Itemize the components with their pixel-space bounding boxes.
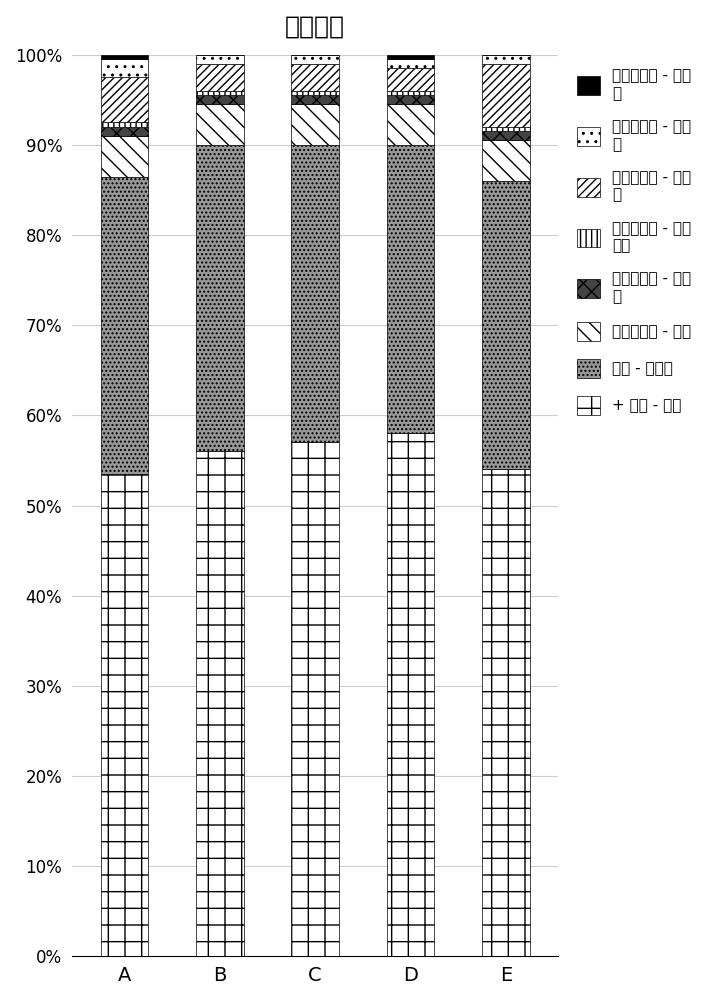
Bar — [482, 181, 530, 469]
Bar — [482, 55, 530, 64]
Bar — [386, 68, 434, 91]
Bar — [196, 55, 244, 64]
Bar — [386, 55, 434, 59]
Bar — [101, 474, 148, 956]
Legend: 粘合剂液体 - 赤藓
醇, 粘合剂液体 - 氯化
钾, 粘合剂液体 - 甘氨
酸, 粘合剂液体 - 天冬
氨酸, 粘合剂液体 - 谷氨
酸, 粘合剂液体 - 糊: 粘合剂液体 - 赤藓 醇, 粘合剂液体 - 氯化 钾, 粘合剂液体 - 甘氨 酸… — [571, 62, 697, 421]
Bar — [386, 145, 434, 433]
Bar — [292, 442, 339, 956]
Bar — [101, 136, 148, 177]
Bar — [101, 77, 148, 122]
Bar — [292, 64, 339, 91]
Bar — [386, 59, 434, 68]
Bar — [196, 95, 244, 104]
Bar — [101, 122, 148, 127]
Bar — [482, 64, 530, 127]
Bar — [196, 64, 244, 91]
Bar — [482, 127, 530, 131]
Bar — [482, 469, 530, 956]
Bar — [292, 104, 339, 145]
Bar — [386, 104, 434, 145]
Bar — [196, 104, 244, 145]
Bar — [196, 145, 244, 451]
Bar — [292, 91, 339, 95]
Bar — [386, 95, 434, 104]
Bar — [482, 131, 530, 140]
Bar — [482, 140, 530, 181]
Bar — [386, 91, 434, 95]
Bar — [292, 95, 339, 104]
Bar — [196, 451, 244, 956]
Bar — [101, 127, 148, 136]
Bar — [196, 91, 244, 95]
Bar — [101, 55, 148, 59]
Title: 干重成份: 干重成份 — [285, 15, 345, 39]
Bar — [292, 55, 339, 64]
Bar — [292, 145, 339, 442]
Bar — [101, 59, 148, 77]
Bar — [101, 177, 148, 474]
Bar — [386, 433, 434, 956]
